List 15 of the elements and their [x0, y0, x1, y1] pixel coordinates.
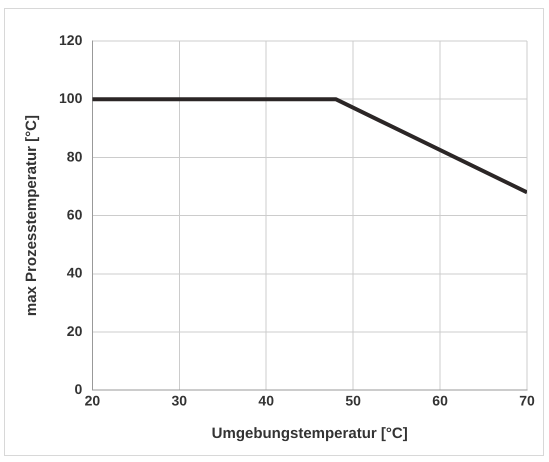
y-tick-label: 40 [66, 264, 83, 281]
x-tick-label: 20 [84, 392, 100, 408]
y-tick-label: 20 [66, 322, 83, 339]
x-tick-label: 60 [432, 392, 448, 408]
y-tick-label: 120 [59, 32, 83, 48]
x-tick-label: 40 [258, 392, 274, 408]
x-tick-label: 50 [345, 392, 362, 408]
x-tick-label: 70 [519, 392, 535, 408]
y-tick-label: 100 [59, 90, 83, 106]
y-tick-label: 0 [74, 381, 83, 398]
y-tick-label: 60 [66, 206, 83, 222]
y-axis-title: max Prozesstemperatur [°C] [23, 115, 40, 316]
y-tick-label: 80 [66, 148, 83, 164]
x-tick-label: 30 [172, 392, 188, 408]
x-axis-title: Umgebungstemperatur [°C] [212, 425, 408, 442]
